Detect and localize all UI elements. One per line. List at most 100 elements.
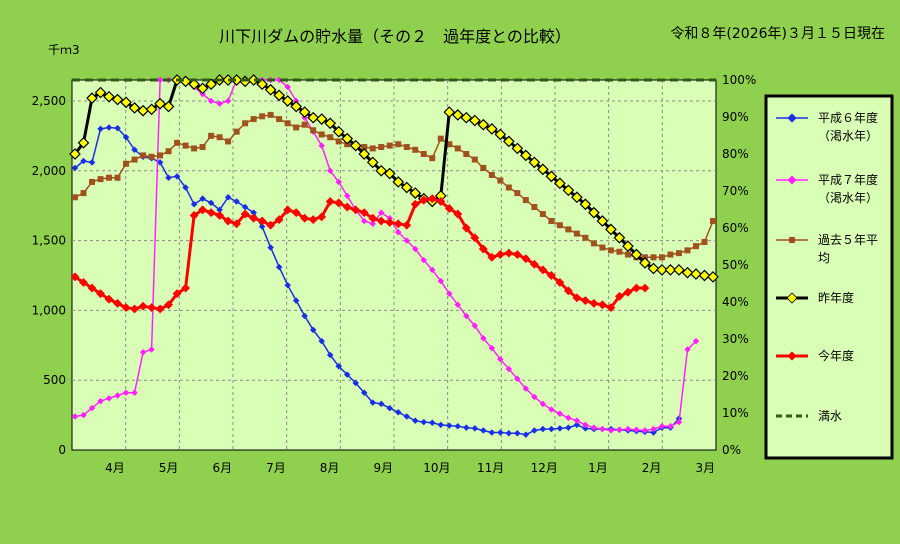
data-point (256, 78, 268, 91)
data-point (318, 337, 326, 345)
data-point (283, 205, 293, 215)
data-point (701, 238, 708, 245)
data-point (513, 429, 521, 437)
data-point (325, 196, 335, 207)
data-point (624, 425, 632, 433)
right-tick-label: 0% (722, 443, 741, 457)
data-point (315, 113, 328, 125)
data-point (521, 254, 531, 264)
data-point (597, 300, 607, 310)
data-point (242, 120, 249, 127)
data-point (403, 237, 411, 244)
data-point (428, 419, 436, 427)
data-point (471, 156, 478, 163)
right-axis: 0% 10% 20% 30% 40% 50% 60% 70% 80% 90% 100% (722, 73, 756, 457)
data-point (274, 215, 284, 225)
data-point (444, 203, 454, 214)
data-point (496, 429, 504, 436)
data-point (375, 164, 388, 177)
data-point (504, 248, 514, 258)
data-point (588, 206, 600, 219)
data-point (582, 234, 589, 241)
data-point (667, 251, 674, 258)
data-point (258, 223, 266, 230)
data-point (393, 219, 403, 229)
data-point (579, 198, 592, 211)
data-point (122, 389, 130, 397)
data-point (318, 142, 326, 149)
data-point (301, 121, 308, 128)
data-point (114, 392, 121, 399)
x-tick-label: 12月 (531, 461, 558, 475)
data-point (326, 167, 334, 175)
data-point (97, 397, 104, 405)
data-point (156, 76, 164, 84)
data-point (301, 312, 309, 320)
data-point (411, 417, 419, 425)
data-point (349, 139, 362, 152)
data-point (497, 177, 504, 184)
x-tick-label: 5月 (159, 461, 179, 475)
data-point (485, 123, 498, 135)
right-tick-label: 90% (722, 110, 749, 124)
data-point (266, 220, 276, 230)
data-point (633, 426, 640, 434)
data-point (562, 184, 575, 197)
data-point (548, 218, 555, 225)
data-point (599, 425, 606, 433)
series-avg5 (72, 111, 716, 261)
data-point (232, 219, 242, 229)
right-tick-label: 10% (722, 406, 749, 420)
data-point (240, 209, 250, 219)
data-point (582, 425, 589, 432)
data-point (522, 197, 529, 204)
data-point (309, 326, 317, 334)
data-point (487, 252, 497, 262)
data-point (298, 106, 311, 118)
data-point (369, 399, 377, 406)
data-point (565, 226, 572, 233)
data-point (358, 148, 371, 160)
data-point (310, 127, 317, 134)
data-point (675, 250, 682, 257)
data-point (188, 78, 200, 91)
data-point (361, 144, 368, 151)
data-point (191, 145, 198, 152)
right-tick-label: 80% (722, 147, 749, 161)
data-point (317, 212, 327, 222)
data-point (369, 220, 377, 228)
data-point (445, 422, 453, 429)
data-point (230, 74, 243, 86)
data-point (198, 205, 208, 215)
data-point (647, 262, 660, 275)
data-point (104, 294, 114, 304)
data-point (650, 254, 657, 261)
data-point (420, 151, 427, 157)
data-point (71, 413, 79, 420)
data-point (121, 303, 131, 313)
legend-symbol-last-year (776, 292, 808, 304)
legend-label-full: 満水 (818, 409, 842, 423)
data-point (573, 417, 581, 425)
left-tick-label: 2,500 (32, 94, 66, 108)
data-point (292, 297, 300, 304)
legend-label-last-year: 昨年度 (818, 290, 854, 305)
data-point (189, 210, 199, 220)
data-point (78, 277, 89, 288)
right-tick-label: 40% (722, 295, 749, 309)
data-point (681, 266, 694, 279)
data-point (556, 410, 564, 418)
data-point (80, 411, 87, 419)
data-point (505, 429, 513, 437)
data-point (555, 277, 565, 288)
series-heisei6 (71, 124, 683, 438)
data-point (207, 199, 215, 207)
data-point (70, 272, 80, 282)
data-point (565, 414, 572, 422)
data-point (614, 291, 624, 301)
data-point (630, 248, 643, 261)
data-point (343, 192, 351, 200)
data-point (436, 196, 446, 207)
left-tick-label: 1,500 (32, 234, 66, 248)
legend-symbol-this-year (776, 351, 808, 361)
